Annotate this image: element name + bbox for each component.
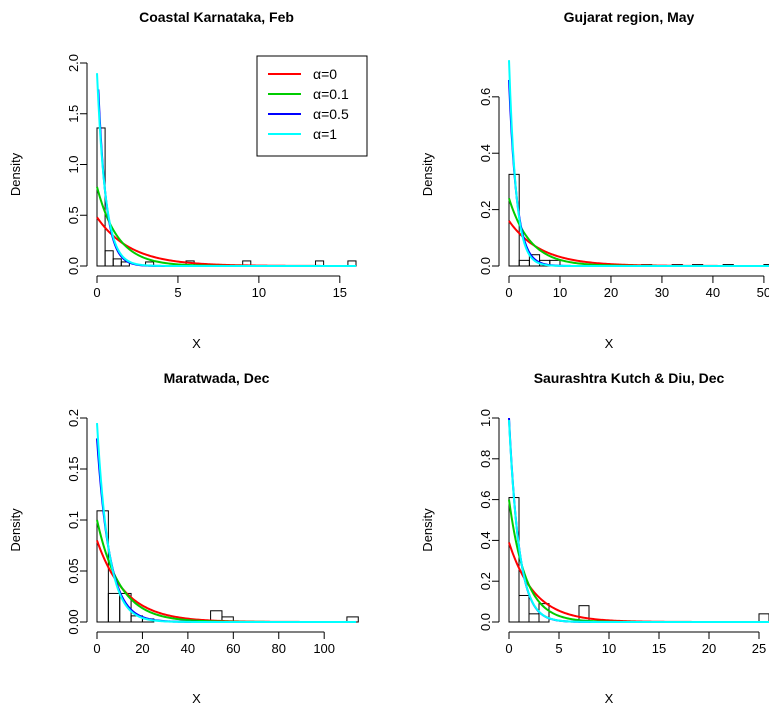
y-axis-label: Density: [8, 508, 23, 552]
y-tick-label: 2.0: [66, 54, 81, 72]
x-axis-label: X: [192, 691, 201, 706]
panel-2: Gujarat region, May 0 10 20 30 40 50 0.0 0.2 0.4 0…: [420, 9, 769, 351]
panel-1: Coastal Karnataka, Feb 0 5 10 15 0.0 0.5 1.0 1.5…: [8, 9, 368, 351]
x-tick-label: 0: [93, 285, 100, 300]
x-tick-label: 5: [174, 285, 181, 300]
y-tick-label: 0.00: [66, 609, 81, 634]
histogram-bar: [120, 261, 130, 267]
x-tick-label: 50: [757, 285, 769, 300]
y-axis-label: Density: [8, 152, 23, 196]
y-tick-label: 0.6: [478, 88, 493, 106]
density-curve: [96, 438, 356, 623]
y-axis-label: Density: [420, 508, 435, 552]
chart-title: Coastal Karnataka, Feb: [139, 9, 294, 25]
legend-label: α=0.5: [313, 106, 349, 122]
x-tick-label: 40: [706, 285, 720, 300]
x-tick-label: 20: [702, 641, 716, 656]
x-axis-label: X: [605, 691, 614, 706]
y-tick-label: 1.5: [66, 105, 81, 123]
x-tick-label: 25: [752, 641, 766, 656]
x-tick-label: 0: [505, 641, 512, 656]
histogram-bar: [518, 259, 530, 267]
density-curve: [508, 419, 769, 623]
x-tick-label: 10: [602, 641, 616, 656]
y-tick-label: 0.0: [478, 257, 493, 275]
x-tick-label: 30: [655, 285, 669, 300]
density-curve: [508, 220, 769, 267]
histogram-bar: [112, 258, 122, 267]
x-tick-label: 100: [313, 641, 335, 656]
density-curve: [508, 79, 769, 267]
y-tick-label: 0.2: [478, 572, 493, 590]
legend-label: α=0: [313, 66, 337, 82]
panel-3: Maratwada, Dec 0 20 40 60 80 100 0.00 0.05 0.1 0.1…: [8, 370, 359, 706]
x-tick-label: 20: [135, 641, 149, 656]
chart-title: Saurashtra Kutch & Diu, Dec: [534, 370, 725, 386]
chart-title: Gujarat region, May: [564, 9, 695, 25]
legend: α=0 α=0.1 α=0.5 α=1: [256, 55, 368, 157]
x-tick-label: 15: [652, 641, 666, 656]
x-tick-label: 20: [604, 285, 618, 300]
y-tick-label: 0.6: [478, 491, 493, 509]
legend-label: α=1: [313, 126, 337, 142]
x-axis-label: X: [605, 336, 614, 351]
x-tick-label: 40: [181, 641, 195, 656]
density-curve: [508, 198, 769, 267]
x-axis-label: X: [192, 336, 201, 351]
legend-box: [256, 55, 368, 157]
chart-title: Maratwada, Dec: [164, 370, 270, 386]
y-tick-label: 0.0: [66, 257, 81, 275]
x-tick-label: 5: [555, 641, 562, 656]
histogram-bar: [518, 594, 530, 623]
y-tick-label: 0.8: [478, 450, 493, 468]
panel-4: Saurashtra Kutch & Diu, Dec 0 5 10 15 20 25 0.0…: [420, 370, 769, 706]
x-tick-label: 0: [505, 285, 512, 300]
x-tick-label: 10: [553, 285, 567, 300]
y-tick-label: 0.4: [478, 144, 493, 162]
histogram-bar: [107, 592, 121, 623]
density-curve: [96, 519, 356, 623]
density-curve: [96, 216, 356, 267]
x-tick-label: 60: [226, 641, 240, 656]
density-curve: [508, 60, 769, 267]
density-curve: [96, 540, 356, 623]
y-tick-label: 1.0: [66, 155, 81, 173]
y-tick-label: 0.5: [66, 206, 81, 224]
y-tick-label: 0.2: [66, 409, 81, 427]
y-axis-label: Density: [420, 152, 435, 196]
density-curve: [96, 423, 356, 623]
density-curve: [96, 73, 356, 267]
y-tick-label: 1.0: [478, 409, 493, 427]
histogram-bar: [104, 250, 114, 267]
histogram-bar: [528, 613, 540, 623]
y-tick-label: 0.15: [66, 456, 81, 481]
x-tick-label: 15: [333, 285, 347, 300]
x-tick-label: 10: [252, 285, 266, 300]
legend-label: α=0.1: [313, 86, 349, 102]
histogram-bar: [758, 613, 769, 623]
y-tick-label: 0.2: [478, 201, 493, 219]
x-tick-label: 80: [272, 641, 286, 656]
x-tick-label: 0: [93, 641, 100, 656]
y-tick-label: 0.4: [478, 531, 493, 549]
density-curve: [96, 186, 356, 267]
y-tick-label: 0.05: [66, 558, 81, 583]
y-tick-label: 0.1: [66, 511, 81, 529]
y-tick-label: 0.0: [478, 613, 493, 631]
density-curve: [508, 417, 769, 623]
